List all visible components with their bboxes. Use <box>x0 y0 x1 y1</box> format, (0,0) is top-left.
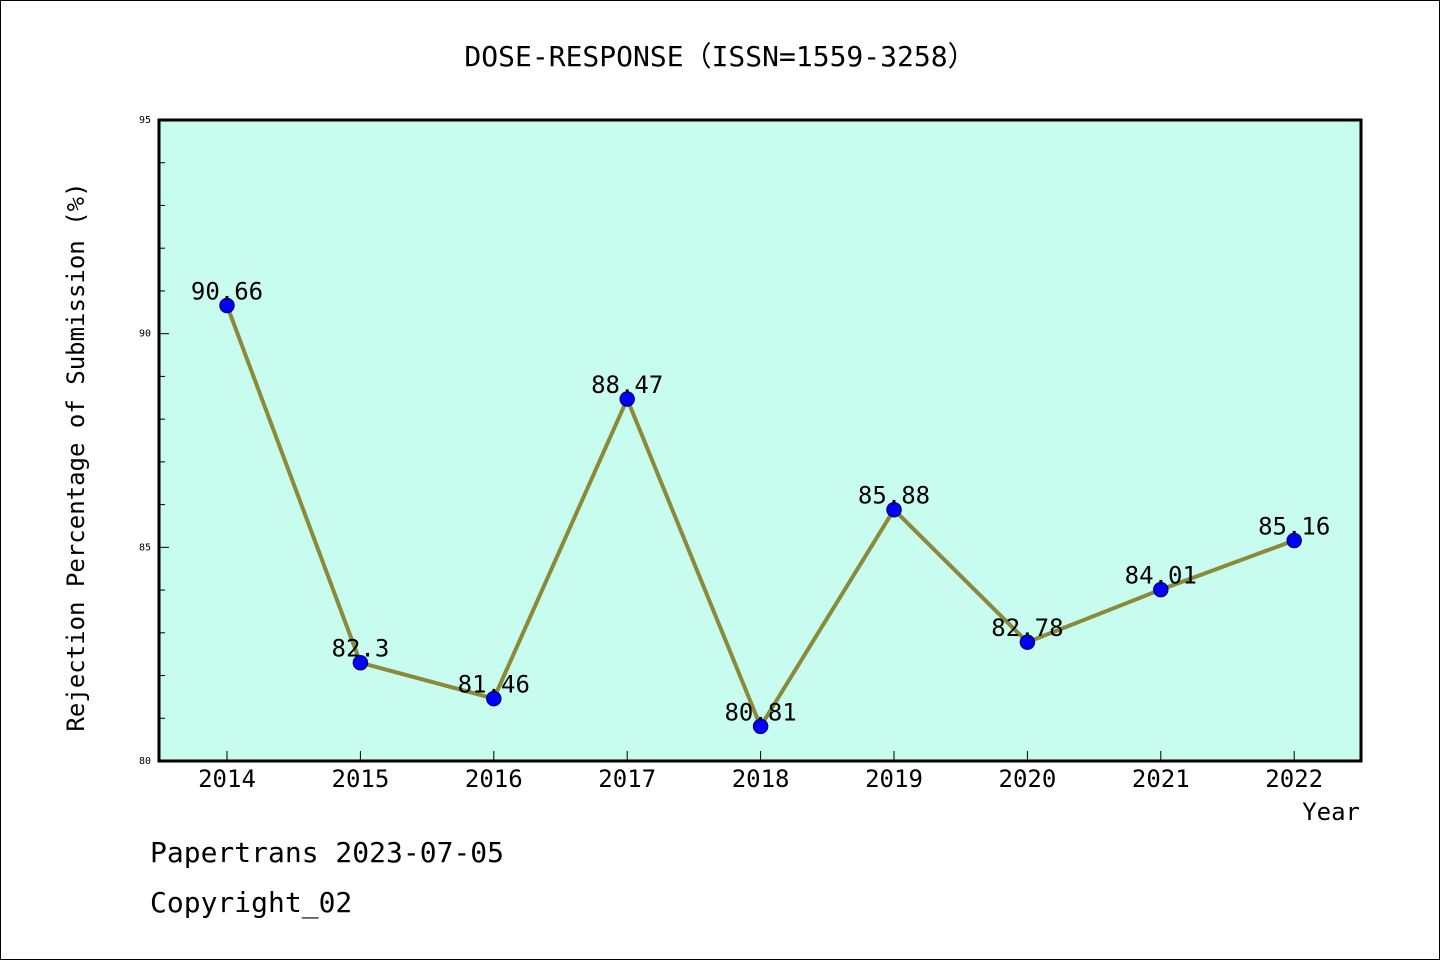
data-point-marker <box>886 501 902 518</box>
series-line-group: 90.66 82.3 81.46 88.47 80.81 85.88 82.78 84.01 8… <box>191 277 1330 735</box>
data-point-marker <box>752 718 769 735</box>
y-tick-label: 90 <box>139 329 151 340</box>
chart-title: DOSE-RESPONSE（ISSN=1559-3258） <box>464 40 975 73</box>
data-point-marker <box>1286 532 1302 549</box>
data-label: 82.78 <box>991 614 1063 642</box>
y-tick-label: 85 <box>139 542 151 553</box>
y-axis: 80 85 90 95 <box>139 115 169 767</box>
x-tick-label: 2017 <box>598 765 656 793</box>
y-tick-label: 95 <box>139 115 151 126</box>
data-label: 81.46 <box>458 671 530 699</box>
data-point-marker <box>1019 634 1036 650</box>
x-tick-label: 2014 <box>198 765 256 793</box>
data-label: 82.3 <box>332 635 390 663</box>
plot-area <box>157 118 1363 763</box>
x-tick-label: 2018 <box>732 765 790 793</box>
data-point-marker <box>352 654 369 671</box>
x-axis: 2014 2015 2016 2017 2018 2019 2020 2021 2022 <box>198 751 1323 793</box>
x-axis-label: Year <box>1302 798 1360 826</box>
footer-date-text: Papertrans 2023-07-05 <box>150 836 505 869</box>
y-axis-label: Rejection Percentage of Submission (%) <box>62 182 90 731</box>
y-tick-label: 80 <box>139 756 151 767</box>
data-label: 90.66 <box>191 277 263 305</box>
data-point-marker <box>219 297 235 314</box>
data-point-marker <box>619 391 635 407</box>
x-tick-label: 2019 <box>865 765 923 793</box>
x-tick-label: 2022 <box>1265 765 1323 793</box>
footer-copyright-text: Copyright_02 <box>150 886 353 919</box>
x-tick-label: 2020 <box>999 765 1057 793</box>
data-label: 85.16 <box>1258 512 1330 540</box>
data-label: 85.88 <box>858 482 930 510</box>
data-point-marker <box>486 690 502 707</box>
data-point-marker <box>1153 581 1169 598</box>
x-tick-label: 2015 <box>332 765 390 793</box>
x-tick-label: 2021 <box>1132 765 1190 793</box>
x-tick-label: 2016 <box>465 765 523 793</box>
data-label: 80.81 <box>724 698 796 726</box>
data-label: 84.01 <box>1125 562 1197 590</box>
data-label: 88.47 <box>591 371 663 399</box>
